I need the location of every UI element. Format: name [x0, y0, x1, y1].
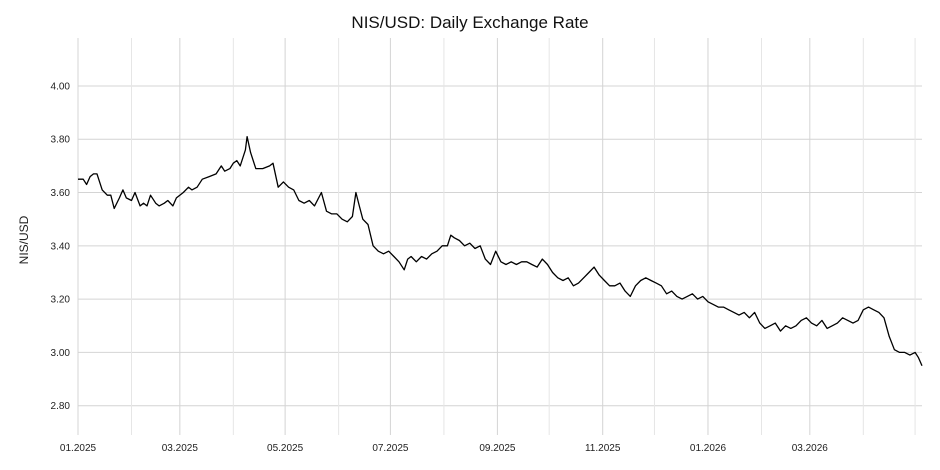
x-tick-label: 03.2025	[162, 443, 199, 454]
y-tick-label: 3.40	[51, 241, 71, 252]
x-tick-label: 05.2025	[267, 443, 304, 454]
y-tick-label: 4.00	[51, 81, 71, 92]
y-tick-label: 3.80	[51, 135, 71, 146]
y-tick-label: 2.80	[51, 401, 71, 412]
x-tick-label: 09.2025	[479, 443, 516, 454]
chart-title: NIS/USD: Daily Exchange Rate	[351, 13, 588, 32]
grid	[77, 38, 922, 435]
series-layer	[78, 135, 923, 366]
y-axis-label: NIS/USD	[17, 215, 31, 264]
axis-ticks: 2.80 3.00 3.20 3.40 3.60 3.80 4.00 01.2025 03.20…	[51, 81, 829, 454]
x-tick-label: 11.2025	[585, 443, 621, 454]
series-line	[78, 135, 923, 366]
y-tick-label: 3.60	[51, 188, 71, 199]
x-tick-label: 01.2025	[60, 443, 97, 454]
x-tick-label: 03.2026	[792, 443, 829, 454]
x-tick-label: 07.2025	[372, 443, 409, 454]
y-tick-label: 3.00	[51, 348, 71, 359]
x-tick-label: 01.2026	[690, 443, 727, 454]
y-tick-label: 3.20	[51, 295, 71, 306]
